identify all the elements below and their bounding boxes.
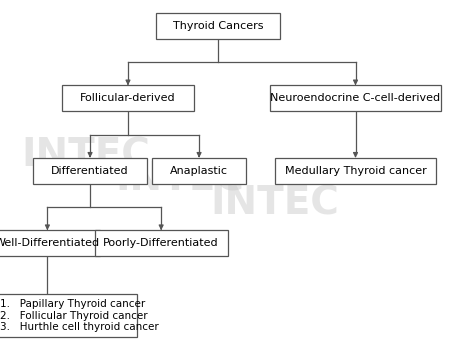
FancyBboxPatch shape <box>95 230 228 256</box>
Text: Well-Differentiated: Well-Differentiated <box>0 238 100 248</box>
Text: Medullary Thyroid cancer: Medullary Thyroid cancer <box>284 166 427 176</box>
Text: Differentiated: Differentiated <box>51 166 129 176</box>
FancyBboxPatch shape <box>275 158 436 184</box>
FancyBboxPatch shape <box>152 158 246 184</box>
FancyBboxPatch shape <box>0 230 100 256</box>
FancyBboxPatch shape <box>156 13 280 39</box>
Text: INTEC: INTEC <box>210 185 339 223</box>
Text: Poorly-Differentiated: Poorly-Differentiated <box>103 238 219 248</box>
Text: 1.   Papillary Thyroid cancer
2.   Follicular Thyroid cancer
3.   Hurthle cell t: 1. Papillary Thyroid cancer 2. Follicula… <box>0 299 159 332</box>
FancyBboxPatch shape <box>62 86 194 111</box>
Text: Thyroid Cancers: Thyroid Cancers <box>173 21 263 31</box>
FancyBboxPatch shape <box>0 294 137 337</box>
Text: Anaplastic: Anaplastic <box>170 166 228 176</box>
Text: INTEC: INTEC <box>116 160 245 198</box>
Text: Follicular-derived: Follicular-derived <box>80 93 176 103</box>
Text: Neuroendocrine C-cell-derived: Neuroendocrine C-cell-derived <box>271 93 440 103</box>
Text: INTEC: INTEC <box>21 136 150 174</box>
FancyBboxPatch shape <box>33 158 147 184</box>
FancyBboxPatch shape <box>270 86 441 111</box>
